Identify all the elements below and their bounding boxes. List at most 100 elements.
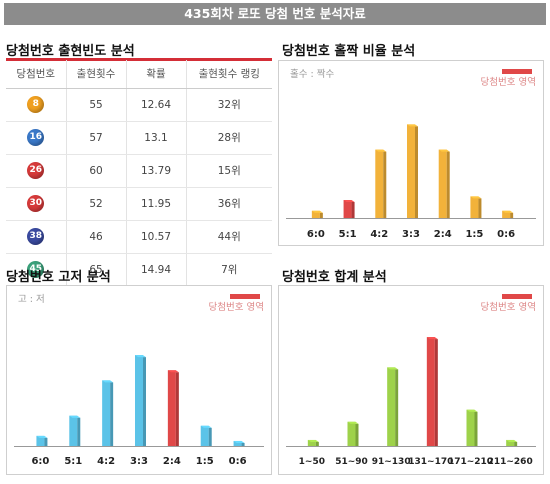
sum-tick-label: 131~170: [408, 457, 453, 467]
freq-table: 당첨번호 출현횟수 확률 출현횟수 랭킹 8 55 12.64 32위 16 57 13.1…: [6, 60, 272, 287]
lotto-ball: 16: [27, 129, 45, 146]
freq-topbar: [6, 58, 272, 61]
freq-prob-cell: 14.94: [126, 253, 187, 287]
odd-even-legend-label: 당첨번호 영역: [481, 77, 536, 88]
freq-number-cell: 26: [6, 154, 67, 188]
freq-number-cell: 38: [6, 220, 67, 254]
odd-even-bar: [375, 149, 387, 218]
freq-row: 38 46 10.57 44위: [6, 220, 272, 254]
sum-bar: [387, 367, 399, 446]
high-low-tick-label: 3:3: [130, 456, 148, 467]
sum-bar: [347, 421, 359, 446]
high-low-bar: [102, 380, 114, 446]
freq-section-title: 당첨번호 출현빈도 분석: [6, 44, 135, 59]
sum-legend-label: 당첨번호 영역: [481, 302, 536, 313]
sum-bar: [506, 439, 518, 446]
high-low-bar: [233, 440, 245, 446]
freq-rank-cell: 32위: [186, 88, 272, 122]
header-rank: 출현횟수 랭킹: [186, 60, 272, 89]
freq-prob-cell: 13.79: [126, 154, 187, 188]
high-low-bar: [200, 425, 212, 446]
page-banner: 435회차 로또 당첨 번호 분석자료: [4, 3, 546, 25]
freq-row: 8 55 12.64 32위: [6, 88, 272, 122]
sum-tick-label: 1~50: [299, 457, 325, 467]
odd-even-tick-label: 0:6: [497, 229, 515, 240]
sum-title: 당첨번호 합계 분석: [282, 270, 387, 285]
sum-bar: [307, 439, 319, 446]
high-low-bar: [36, 435, 48, 446]
freq-header-row: 당첨번호 출현횟수 확률 출현횟수 랭킹: [6, 60, 272, 89]
sum-legend-swatch: [502, 294, 532, 299]
lotto-ball: 8: [27, 96, 45, 113]
freq-prob-cell: 11.95: [126, 187, 187, 221]
high-low-legend-swatch: [230, 294, 260, 299]
lotto-ball: 30: [27, 195, 45, 212]
odd-even-tick-label: 4:2: [370, 229, 388, 240]
freq-row: 26 60 13.79 15위: [6, 154, 272, 188]
high-low-tick-label: 4:2: [97, 456, 115, 467]
sum-tick-label: 211~260: [488, 457, 533, 467]
freq-rank-cell: 36위: [186, 187, 272, 221]
odd-even-legend-swatch: [502, 69, 532, 74]
odd-even-tick-label: 5:1: [339, 229, 357, 240]
high-low-corner-label: 고 : 저: [18, 294, 45, 305]
freq-row: 30 52 11.95 36위: [6, 187, 272, 221]
header-count: 출현횟수: [66, 60, 127, 89]
odd-even-title: 당첨번호 홀짝 비율 분석: [282, 44, 416, 59]
freq-row: 16 57 13.1 28위: [6, 121, 272, 155]
high-low-bar: [135, 355, 146, 446]
freq-rank-cell: 44위: [186, 220, 272, 254]
odd-even-bar: [438, 149, 450, 218]
freq-count-cell: 57: [66, 121, 127, 155]
freq-count-cell: 60: [66, 154, 127, 188]
freq-rank-cell: 28위: [186, 121, 272, 155]
sum-chart: 당첨번호 영역 1~50 51~90 91~130131~170171~210211~…: [286, 294, 536, 467]
odd-even-bar: [343, 200, 355, 218]
freq-count-cell: 52: [66, 187, 127, 221]
odd-even-bar: [502, 210, 514, 218]
sum-tick-label: 51~90: [335, 457, 368, 467]
sum-panel: [278, 285, 544, 475]
odd-even-tick-label: 3:3: [402, 229, 420, 240]
odd-even-tick-label: 2:4: [434, 229, 452, 240]
freq-prob-cell: 13.1: [126, 121, 187, 155]
freq-number-cell: 30: [6, 187, 67, 221]
lotto-ball: 45: [27, 261, 45, 278]
high-low-tick-label: 5:1: [64, 456, 82, 467]
sum-tick-label: 91~130: [372, 457, 411, 467]
high-low-legend-label: 당첨번호 영역: [209, 302, 264, 313]
freq-rank-cell: 15위: [186, 154, 272, 188]
sum-bar: [466, 409, 478, 446]
lotto-ball: 26: [27, 162, 45, 179]
lotto-ball: 38: [27, 228, 45, 245]
odd-even-tick-label: 1:5: [465, 229, 483, 240]
high-low-tick-label: 2:4: [163, 456, 181, 467]
freq-number-cell: 45: [6, 253, 67, 287]
odd-even-bar: [470, 196, 482, 218]
odd-even-bar: [407, 124, 418, 218]
odd-even-bar: [311, 210, 323, 218]
sum-bar: [426, 337, 438, 446]
odd-even-tick-label: 6:0: [307, 229, 325, 240]
freq-prob-cell: 10.57: [126, 220, 187, 254]
freq-count-cell: 46: [66, 220, 127, 254]
header-number: 당첨번호: [6, 60, 67, 89]
high-low-bar: [69, 415, 81, 446]
freq-prob-cell: 12.64: [126, 88, 187, 122]
odd-even-corner-label: 홀수 : 짝수: [290, 68, 334, 80]
freq-number-cell: 8: [6, 88, 67, 122]
freq-count-cell: 55: [66, 88, 127, 122]
high-low-title: 당첨번호 고저 분석: [6, 270, 111, 285]
freq-number-cell: 16: [6, 121, 67, 155]
freq-count-cell: 65: [66, 253, 127, 287]
high-low-tick-label: 1:5: [196, 456, 214, 467]
sum-tick-label: 171~210: [448, 457, 493, 467]
freq-row: 45 65 14.94 7위: [6, 253, 272, 287]
high-low-tick-label: 6:0: [31, 456, 49, 467]
high-low-bar: [167, 370, 179, 446]
high-low-tick-label: 0:6: [229, 456, 247, 467]
header-prob: 확률: [126, 60, 187, 89]
